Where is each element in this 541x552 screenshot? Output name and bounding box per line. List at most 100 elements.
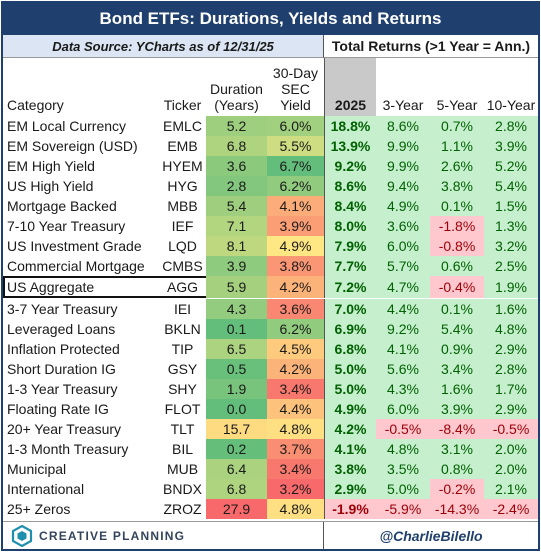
cell-r3: 5.0% (376, 479, 430, 499)
cell-category: Municipal (7, 461, 67, 477)
cell-r3: 9.9% (376, 136, 430, 156)
cell-category: International (7, 481, 85, 497)
cell-r2025: 4.9% (324, 399, 376, 419)
cell-category: 25+ Zeros (7, 501, 71, 517)
cell-category: EM High Yield (7, 158, 95, 174)
cell-duration: 4.3 (206, 299, 267, 319)
cell-ticker: CMBS (162, 258, 203, 274)
header-2025: 2025 (324, 58, 376, 116)
cell-r3: 3.5% (376, 459, 430, 479)
table-row: Floating Rate IG FLOT 0.0 4.4% 4.9% 6.0% 3.9% 2… (3, 399, 538, 419)
cell-ticker: SHY (168, 381, 197, 397)
cell-r2025: 5.0% (324, 379, 376, 399)
cell-yield: 3.9% (267, 216, 324, 236)
cell-r3: 4.1% (376, 339, 430, 359)
cell-r10: 1.3% (484, 216, 538, 236)
cell-r5: -0.2% (430, 479, 484, 499)
table-row: 20+ Year Treasury TLT 15.7 4.8% 4.2% -0.5% -8.… (3, 419, 538, 439)
cell-r2025: 9.2% (324, 156, 376, 176)
cell-r3: 4.9% (376, 196, 430, 216)
cell-category: Leveraged Loans (7, 321, 116, 337)
table-row: 7-10 Year Treasury IEF 7.1 3.9% 8.0% 3.6% -1.8… (3, 216, 538, 236)
cell-r5: 0.6% (430, 256, 484, 276)
cell-r2025: 6.9% (324, 319, 376, 339)
cell-r2025: 8.4% (324, 196, 376, 216)
cell-r10: 1.7% (484, 379, 538, 399)
cell-r3: -5.9% (376, 499, 430, 519)
cell-duration: 5.9 (206, 276, 267, 298)
header-yield: 30-Day SEC Yield (272, 65, 319, 113)
cell-duration: 0.0 (206, 399, 267, 419)
cell-category: US Investment Grade (7, 238, 142, 254)
cell-ticker: FLOT (164, 401, 201, 417)
cell-r3: 9.2% (376, 319, 430, 339)
cell-r3: 5.7% (376, 256, 430, 276)
cell-r3: 4.4% (376, 299, 430, 319)
cell-yield: 3.6% (267, 299, 324, 319)
cell-r10: 5.4% (484, 176, 538, 196)
table-row: Municipal MUB 6.4 3.4% 3.8% 3.5% 0.8% 2.0% (3, 459, 538, 479)
cell-r2025: 18.8% (324, 116, 376, 136)
cell-category: Inflation Protected (7, 341, 120, 357)
cell-duration: 6.8 (206, 479, 267, 499)
cell-r5: -8.4% (430, 419, 484, 439)
table-row: 1-3 Month Treasury BIL 0.2 3.7% 4.1% 4.8% 3.1%… (3, 439, 538, 459)
cell-r5: 1.1% (430, 136, 484, 156)
cell-r5: 0.8% (430, 459, 484, 479)
cell-yield: 4.8% (267, 419, 324, 439)
cell-r2025: 7.2% (324, 276, 376, 298)
cell-duration: 3.6 (206, 156, 267, 176)
cell-category: Mortgage Backed (7, 198, 117, 214)
cell-r10: 5.2% (484, 156, 538, 176)
cell-r10: 1.6% (484, 299, 538, 319)
header-duration: Duration (Years) (210, 81, 263, 113)
cell-yield: 4.9% (267, 236, 324, 256)
cell-duration: 6.8 (206, 136, 267, 156)
cell-r2025: 5.0% (324, 359, 376, 379)
cell-r5: 3.1% (430, 439, 484, 459)
cell-r2025: 4.2% (324, 419, 376, 439)
table-row: Mortgage Backed MBB 5.4 4.1% 8.4% 4.9% 0.1% 1.5… (3, 196, 538, 216)
cell-yield: 4.4% (267, 399, 324, 419)
table-row: 3-7 Year Treasury IEI 4.3 3.6% 7.0% 4.4% 0.1% 1… (3, 299, 538, 319)
cell-category: 1-3 Month Treasury (7, 441, 129, 457)
cell-r3: 9.4% (376, 176, 430, 196)
cell-r5: 3.9% (430, 399, 484, 419)
cell-r10: 2.0% (484, 439, 538, 459)
table-header-row: Category Ticker Duration (Years) 30-Day … (3, 58, 538, 116)
cell-r5: -0.8% (430, 236, 484, 256)
cell-category: US Aggregate (7, 279, 95, 295)
cell-r10: 1.9% (484, 276, 538, 298)
cell-duration: 2.8 (206, 176, 267, 196)
cell-ticker: AGG (166, 279, 199, 295)
cell-ticker: HYG (167, 178, 198, 194)
cell-yield: 3.8% (267, 256, 324, 276)
cell-r3: 9.9% (376, 156, 430, 176)
cell-ticker: IEI (173, 301, 192, 317)
header-10-year: 10-Year (486, 97, 536, 113)
cell-r10: -2.4% (484, 499, 538, 519)
cell-r2025: 6.8% (324, 339, 376, 359)
cell-yield: 6.2% (267, 176, 324, 196)
cell-r10: 2.8% (484, 359, 538, 379)
cell-yield: 4.2% (267, 276, 324, 298)
cell-category: 20+ Year Treasury (7, 421, 122, 437)
cell-yield: 4.5% (267, 339, 324, 359)
cell-r5: 0.7% (430, 116, 484, 136)
cell-ticker: BNDX (163, 481, 202, 497)
table-row: US High Yield HYG 2.8 6.2% 8.6% 9.4% 3.8% 5.4% (3, 176, 538, 196)
cell-yield: 3.4% (267, 379, 324, 399)
cell-r2025: 3.8% (324, 459, 376, 479)
cell-r3: 4.7% (376, 276, 430, 298)
cell-duration: 6.4 (206, 459, 267, 479)
table-row: Commercial Mortgage CMBS 3.9 3.8% 7.7% 5.7% 0.… (3, 256, 538, 276)
cell-r10: 2.1% (484, 479, 538, 499)
table-row: US Investment Grade LQD 8.1 4.9% 7.9% 6.0% -0.… (3, 236, 538, 256)
cell-r2025: 2.9% (324, 479, 376, 499)
cell-r5: 0.1% (430, 299, 484, 319)
table-row: US Aggregate AGG 5.9 4.2% 7.2% 4.7% -0.4% 1.9% (3, 276, 538, 298)
cell-duration: 0.2 (206, 439, 267, 459)
cell-ticker: ZROZ (163, 501, 202, 517)
cell-r3: 6.0% (376, 399, 430, 419)
